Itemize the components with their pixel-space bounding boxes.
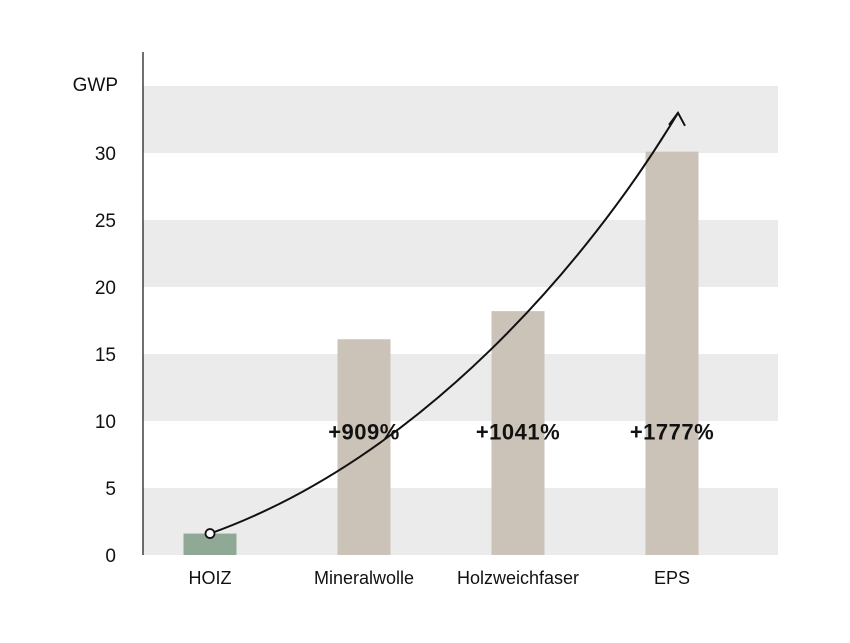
x-category-labels: HOIZ Mineralwolle Holzweichfaser EPS — [189, 568, 691, 588]
y-tick-label: 5 — [105, 479, 116, 500]
trend-arrowhead — [668, 110, 686, 127]
bar-eps — [645, 151, 699, 555]
y-tick-label: 10 — [95, 412, 116, 433]
y-tick-label: 20 — [95, 278, 116, 299]
y-tick-label: 0 — [105, 546, 116, 567]
bar-holzweichfaser — [491, 311, 545, 555]
trend-start-marker — [204, 528, 216, 539]
bar-mineralwolle — [337, 339, 391, 555]
trend-curve — [209, 112, 679, 535]
bar-hoiz — [183, 533, 237, 555]
x-label-mineralwolle: Mineralwolle — [314, 568, 414, 588]
annotation-eps: +1777% — [630, 420, 714, 445]
percentage-annotations: +909% +1041% +1777% — [328, 420, 714, 445]
annotation-holzweichfaser: +1041% — [476, 420, 560, 445]
trend-arrow — [204, 110, 686, 539]
bars-group — [183, 151, 699, 555]
y-tick-labels: 0 5 10 15 20 25 30 — [95, 144, 116, 567]
x-label-holzweichfaser: Holzweichfaser — [457, 568, 579, 588]
annotation-mineralwolle: +909% — [328, 420, 400, 445]
y-tick-label: 30 — [95, 144, 116, 165]
x-label-eps: EPS — [654, 568, 690, 588]
y-tick-label: 25 — [95, 211, 116, 232]
y-axis-title: GWP — [73, 75, 118, 96]
background-band — [143, 86, 778, 153]
x-label-hoiz: HOIZ — [189, 568, 232, 588]
y-tick-label: 15 — [95, 345, 116, 366]
